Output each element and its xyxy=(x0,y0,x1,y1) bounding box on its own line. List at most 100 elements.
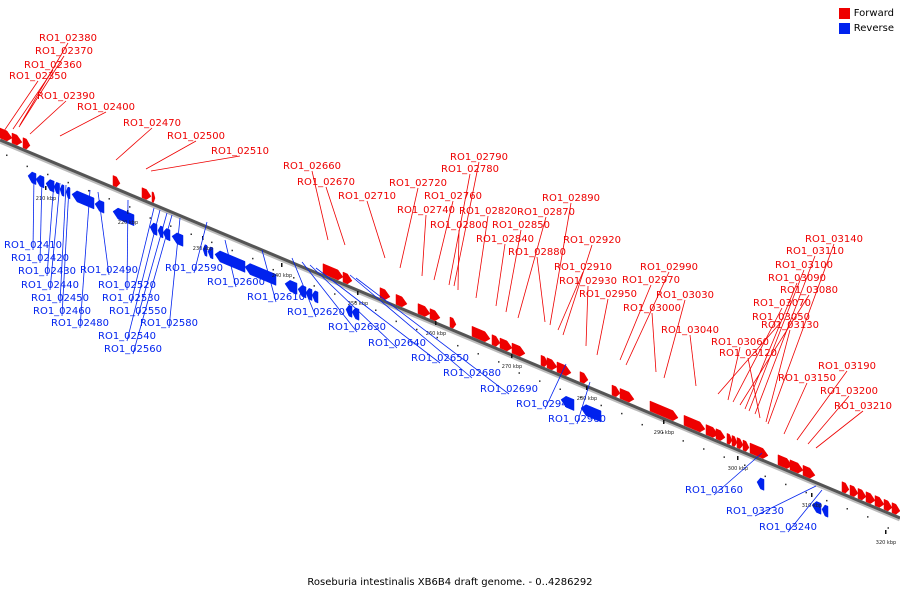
forward-gene-label-leader xyxy=(145,140,197,170)
reverse-gene-label: RO1_02480 xyxy=(51,318,109,329)
position-dot xyxy=(887,527,889,529)
forward-gene-label: RO1_02350 xyxy=(9,71,67,82)
legend-reverse: Reverse xyxy=(838,23,894,34)
reverse-gene xyxy=(35,175,45,189)
forward-gene-label-leader xyxy=(366,200,386,259)
forward-gene-label: RO1_02660 xyxy=(283,161,341,172)
reverse-gene-label: RO1_02650 xyxy=(411,353,469,364)
reverse-gene-label: RO1_02940 xyxy=(516,399,574,410)
forward-gene-label: RO1_03080 xyxy=(780,285,838,296)
forward-gene-label: RO1_02740 xyxy=(397,205,455,216)
position-dot xyxy=(580,396,582,399)
position-dot xyxy=(682,440,684,442)
forward-gene-label: RO1_03000 xyxy=(623,303,681,314)
reverse-gene xyxy=(65,186,71,200)
tick-label: 270 kbp xyxy=(502,364,522,370)
forward-gene-label-leader xyxy=(18,55,65,128)
forward-gene xyxy=(141,187,152,200)
tick-label: 260 kbp xyxy=(426,331,446,337)
reverse-gene xyxy=(560,395,575,411)
forward-gene-label-leader xyxy=(796,370,848,441)
position-dot xyxy=(703,448,705,450)
position-dot xyxy=(231,249,233,252)
forward-gene-label-leader xyxy=(562,244,593,336)
forward-gene xyxy=(619,388,635,403)
tick-label: 280 kbp xyxy=(577,396,597,402)
reverse-gene-label: RO1_03230 xyxy=(726,506,784,517)
forward-gene-label-leader xyxy=(421,214,427,277)
forward-gene xyxy=(841,481,850,494)
forward-gene-label-leader xyxy=(663,299,686,379)
position-dot xyxy=(375,309,377,311)
forward-gene xyxy=(883,498,893,512)
reverse-gene xyxy=(202,244,208,257)
reverse-gene xyxy=(345,304,353,318)
forward-gene xyxy=(546,357,558,371)
reverse-gene-label-leader xyxy=(61,186,70,317)
forward-gene-label-leader xyxy=(115,127,153,161)
forward-gene xyxy=(491,334,501,347)
reverse-gene xyxy=(580,404,602,423)
reverse-gene-label: RO1_02540 xyxy=(98,331,156,342)
forward-gene xyxy=(802,464,816,479)
forward-gene xyxy=(471,325,491,342)
reverse-gene xyxy=(157,225,164,239)
position-dot xyxy=(313,285,315,287)
forward-gene-label: RO1_03120 xyxy=(719,348,777,359)
position-dot xyxy=(559,388,561,390)
legend: Forward Reverse xyxy=(838,8,894,38)
position-dot xyxy=(88,189,90,192)
position-dot xyxy=(170,225,172,227)
forward-gene-label-leader xyxy=(596,298,609,356)
forward-gene-label-leader xyxy=(732,307,783,403)
reverse-gene-label: RO1_02680 xyxy=(443,368,501,379)
reverse-gene-label-leader xyxy=(315,267,441,364)
forward-gene-label-leader xyxy=(625,271,670,366)
reverse-gene-label-leader xyxy=(576,381,591,425)
tick-label: 230 kbp xyxy=(193,246,213,252)
forward-gene-label: RO1_03210 xyxy=(834,401,892,412)
forward-gene xyxy=(731,435,738,447)
reverse-gene-label: RO1_02440 xyxy=(21,280,79,291)
forward-gene-label-leader xyxy=(767,243,835,425)
forward-gene xyxy=(112,175,121,188)
reverse-gene-label-leader xyxy=(224,239,237,288)
legend-reverse-label: Reverse xyxy=(853,23,894,34)
tick-mark xyxy=(281,263,283,267)
position-dot xyxy=(662,432,664,434)
reverse-gene-label: RO1_02690 xyxy=(480,384,538,395)
forward-gene-label: RO1_03090 xyxy=(768,273,826,284)
reverse-gene-label-leader xyxy=(544,363,567,410)
tick-mark xyxy=(663,420,665,424)
forward-gene xyxy=(874,495,885,508)
reverse-gene-label: RO1_02560 xyxy=(104,344,162,355)
forward-gene xyxy=(777,454,793,469)
position-dot xyxy=(764,475,766,478)
forward-gene-label-leader xyxy=(505,229,522,313)
reverse-gene-label: RO1_02640 xyxy=(368,338,426,349)
forward-gene-label-leader xyxy=(59,111,107,137)
position-dot xyxy=(457,344,459,347)
forward-gene-label-leader xyxy=(3,80,39,132)
reverse-gene xyxy=(311,290,319,304)
forward-gene-label: RO1_02360 xyxy=(24,60,82,71)
forward-gene xyxy=(611,384,621,398)
forward-gene-label-leader xyxy=(399,187,419,269)
reverse-gene-label: RO1_02550 xyxy=(109,306,167,317)
forward-gene-label: RO1_02910 xyxy=(554,262,612,273)
reverse-gene-label: RO1_03160 xyxy=(685,485,743,496)
reverse-gene-label-leader xyxy=(193,221,208,274)
forward-gene-label-leader xyxy=(517,216,547,319)
forward-gene-label: RO1_03190 xyxy=(818,361,876,372)
reverse-gene xyxy=(53,181,60,195)
position-dot xyxy=(252,257,254,260)
reverse-gene-label-leader xyxy=(79,189,91,329)
forward-gene-label: RO1_02950 xyxy=(579,289,637,300)
forward-gene-label: RO1_02720 xyxy=(389,178,447,189)
forward-gene-label: RO1_02670 xyxy=(297,177,355,188)
forward-gene xyxy=(449,316,457,329)
position-dot xyxy=(621,412,623,415)
reverse-gene-label-leader xyxy=(126,199,129,291)
reverse-gene-label: RO1_02960 xyxy=(548,414,606,425)
tick-mark xyxy=(586,386,588,390)
